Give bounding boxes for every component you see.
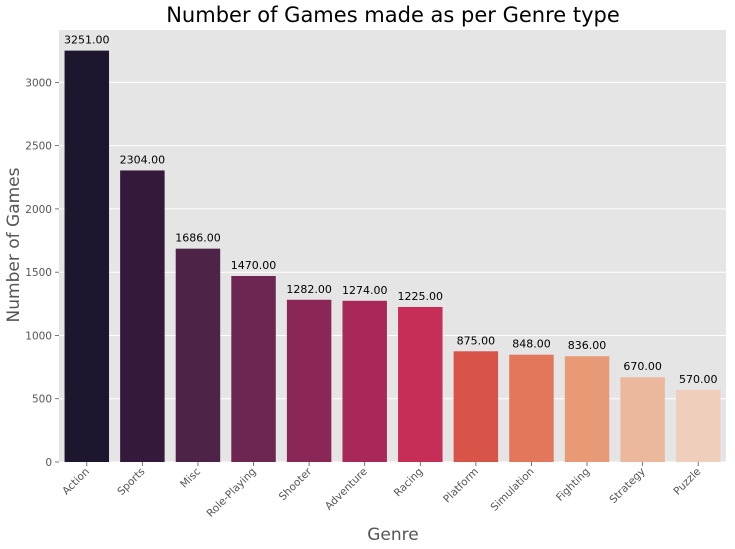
bar-simulation xyxy=(509,354,554,462)
y-tick-label: 1000 xyxy=(25,330,52,342)
x-tick-label: Strategy xyxy=(607,466,647,506)
bar-value-label: 1274.00 xyxy=(342,284,388,297)
bar-platform xyxy=(453,351,499,462)
y-tick-label: 500 xyxy=(32,394,52,406)
bar-value-label: 570.00 xyxy=(679,373,718,386)
y-tick-label: 0 xyxy=(45,457,52,469)
x-tick-label: Adventure xyxy=(323,466,370,513)
bar-value-label: 848.00 xyxy=(512,338,551,351)
bar-value-label: 670.00 xyxy=(623,360,662,373)
x-tick-label: Role-Playing xyxy=(205,466,259,520)
y-axis-label: Number of Games xyxy=(4,167,24,322)
bar-value-label: 836.00 xyxy=(568,339,607,352)
bar-sports xyxy=(120,170,165,462)
x-tick-label: Misc xyxy=(178,465,203,490)
x-tick-label: Racing xyxy=(392,466,426,500)
bar-shooter xyxy=(286,299,332,462)
bar-value-label: 1470.00 xyxy=(231,259,277,272)
bar-puzzle xyxy=(675,389,721,462)
x-tick-label: Shooter xyxy=(277,465,315,503)
bar-value-label: 1686.00 xyxy=(175,232,221,245)
gridlines xyxy=(59,81,726,463)
bar-value-label: 875.00 xyxy=(457,334,496,347)
bars xyxy=(64,50,721,462)
x-axis-label: Genre xyxy=(367,525,418,545)
y-tick-label: 1500 xyxy=(25,267,52,279)
x-tick-label: Action xyxy=(60,466,92,498)
bar-strategy xyxy=(620,377,665,462)
chart-title: Number of Games made as per Genre type xyxy=(166,3,620,27)
x-tick-label: Puzzle xyxy=(671,466,703,498)
x-tick-label: Sports xyxy=(115,466,147,498)
plot-background xyxy=(59,30,726,462)
bar-role-playing xyxy=(231,275,276,462)
y-axis-ticks: 0 500 1000 1500 2000 2500 3000 xyxy=(25,77,59,469)
bar-value-label: 1282.00 xyxy=(286,283,332,296)
bar-racing xyxy=(398,306,443,462)
y-tick-label: 3000 xyxy=(25,77,52,89)
x-axis-ticks: Action Sports Misc Role-Playing Shooter Adven… xyxy=(60,462,703,520)
x-tick-label: Fighting xyxy=(554,466,592,504)
y-tick-label: 2500 xyxy=(25,141,52,153)
x-tick-label: Platform xyxy=(441,466,481,506)
bar-value-label: 1225.00 xyxy=(398,290,444,303)
x-tick-label: Simulation xyxy=(489,466,537,514)
bar-action xyxy=(64,50,110,462)
bar-value-labels: 3251.00 2304.00 1686.00 1470.00 1282.00 1274.… xyxy=(64,34,717,386)
y-tick-label: 2000 xyxy=(25,204,52,216)
bar-adventure xyxy=(342,300,387,462)
bar-fighting xyxy=(564,356,610,462)
bar-value-label: 3251.00 xyxy=(64,34,110,47)
bar-value-label: 2304.00 xyxy=(120,153,166,166)
bar-misc xyxy=(175,248,221,462)
